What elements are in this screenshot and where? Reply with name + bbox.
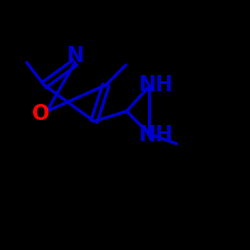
Text: O: O (32, 104, 50, 124)
Text: NH: NH (138, 125, 173, 145)
Text: N: N (66, 46, 84, 66)
Text: NH: NH (138, 75, 173, 95)
